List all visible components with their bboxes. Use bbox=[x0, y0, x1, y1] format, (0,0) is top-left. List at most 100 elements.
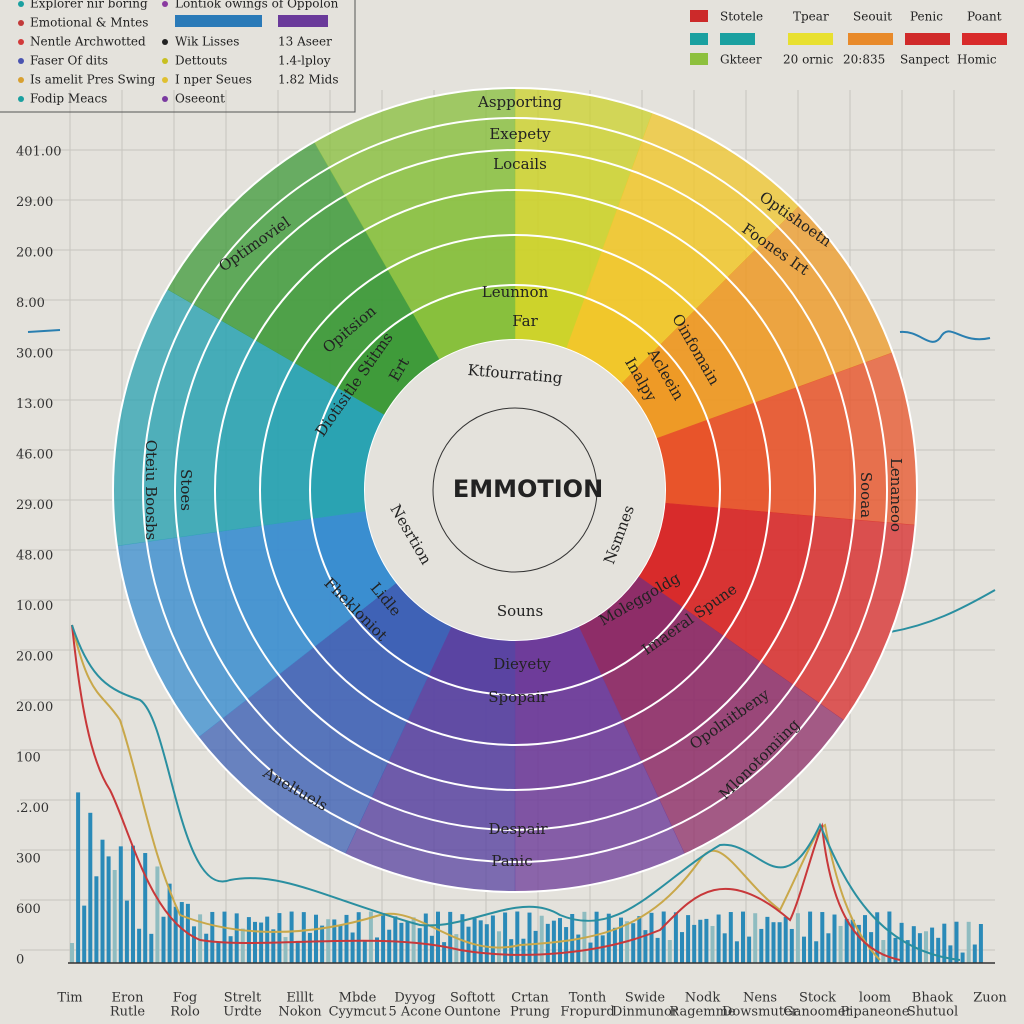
bar bbox=[131, 845, 135, 963]
legend-swatch bbox=[962, 33, 1007, 45]
legend-entry: Oseeont bbox=[175, 92, 225, 106]
x-axis-label: Nokon bbox=[278, 1005, 322, 1020]
wheel-label: Oteiu Boosbs bbox=[142, 440, 160, 541]
x-axis-label: Prung bbox=[510, 1005, 550, 1020]
bar bbox=[94, 876, 99, 963]
bar bbox=[765, 916, 770, 963]
x-axis-label: 5 Acone bbox=[389, 1005, 442, 1020]
bar bbox=[576, 934, 581, 963]
wheel-label: Dieyety bbox=[493, 655, 551, 673]
wheel-ring bbox=[142, 117, 888, 863]
bar bbox=[149, 933, 154, 963]
bar bbox=[844, 918, 849, 963]
bar bbox=[838, 925, 843, 963]
legend-entry: I nper Seues bbox=[175, 73, 252, 87]
bar bbox=[271, 929, 276, 963]
y-axis-label: 8.00 bbox=[16, 296, 45, 311]
x-axis-label: Eron bbox=[112, 991, 145, 1006]
bar bbox=[375, 937, 379, 963]
wheel-ring bbox=[259, 234, 771, 746]
bar bbox=[899, 922, 904, 963]
bar bbox=[832, 914, 837, 963]
bar bbox=[850, 919, 855, 963]
bar bbox=[179, 902, 184, 963]
x-axis-label: loom bbox=[859, 991, 891, 1006]
bar bbox=[521, 938, 526, 963]
y-axis-label: 48.00 bbox=[16, 549, 53, 564]
bar bbox=[368, 911, 373, 963]
legend-dot bbox=[18, 1, 24, 7]
bar bbox=[411, 917, 416, 963]
legend-entry: Gkteer bbox=[720, 53, 762, 67]
wheel-label: Aspporting bbox=[477, 93, 562, 111]
bar bbox=[387, 929, 392, 963]
bar bbox=[88, 812, 93, 963]
bar bbox=[917, 933, 922, 963]
bar bbox=[173, 906, 178, 963]
legend-dot bbox=[162, 58, 168, 64]
legend-entry: Dettouts bbox=[175, 54, 227, 68]
center-title: EMMOTION bbox=[453, 475, 603, 503]
bar bbox=[741, 911, 745, 963]
bar bbox=[442, 942, 447, 963]
bar bbox=[478, 920, 483, 963]
bar bbox=[246, 917, 251, 963]
wheel-ring bbox=[309, 284, 721, 696]
wheel-ring bbox=[174, 149, 856, 831]
legend-dot bbox=[162, 77, 168, 83]
bar bbox=[167, 883, 172, 963]
x-axis-label: Crtan bbox=[511, 991, 549, 1006]
bar bbox=[283, 937, 288, 963]
bar bbox=[795, 913, 800, 963]
bar bbox=[759, 928, 764, 963]
bar bbox=[936, 937, 941, 963]
bar bbox=[802, 936, 806, 963]
bar bbox=[978, 924, 983, 963]
legend-entry: Penic bbox=[910, 10, 943, 24]
bar bbox=[82, 905, 87, 963]
x-axis-label: Fropurd bbox=[560, 1005, 614, 1020]
wheel-ring bbox=[214, 189, 816, 791]
x-axis-label: Nens bbox=[743, 991, 777, 1006]
y-axis-label: 20.00 bbox=[16, 650, 53, 665]
bar bbox=[655, 937, 660, 963]
y-axis-label: 29.00 bbox=[16, 195, 53, 210]
bar bbox=[649, 912, 654, 963]
bar bbox=[722, 933, 727, 963]
legend-entry: 1.82 Mids bbox=[278, 73, 339, 87]
center-ring bbox=[432, 407, 598, 573]
bar bbox=[734, 941, 739, 963]
bar bbox=[124, 900, 129, 963]
bar bbox=[905, 940, 910, 963]
bar bbox=[631, 923, 636, 963]
bar bbox=[429, 935, 434, 963]
legend-entry: 1.4-lploy bbox=[278, 54, 331, 68]
y-axis-label: .2.00 bbox=[16, 801, 49, 816]
bar bbox=[277, 913, 282, 963]
bar bbox=[472, 918, 477, 963]
bar bbox=[301, 912, 306, 963]
x-axis-label: Tim bbox=[57, 991, 82, 1006]
trend-line bbox=[71, 624, 901, 961]
bar bbox=[856, 924, 861, 963]
bar bbox=[344, 914, 349, 963]
bar bbox=[692, 924, 697, 963]
x-axis-label: Mbde bbox=[339, 991, 377, 1006]
legend-dot bbox=[18, 39, 24, 45]
bar bbox=[814, 941, 819, 963]
bar bbox=[490, 915, 495, 963]
bar bbox=[875, 912, 880, 963]
bar bbox=[466, 926, 471, 963]
x-axis-label: Ragemme bbox=[669, 1005, 736, 1020]
bar bbox=[704, 918, 709, 963]
x-axis-label: Elllt bbox=[286, 991, 314, 1006]
x-axis-label: Stock bbox=[799, 991, 836, 1006]
bar bbox=[417, 928, 422, 963]
legend-entry: Homic bbox=[957, 53, 997, 67]
legend-dot bbox=[18, 96, 24, 102]
bar bbox=[436, 911, 440, 963]
bar bbox=[698, 919, 703, 963]
bar bbox=[216, 941, 221, 963]
legend-swatch bbox=[720, 33, 755, 45]
